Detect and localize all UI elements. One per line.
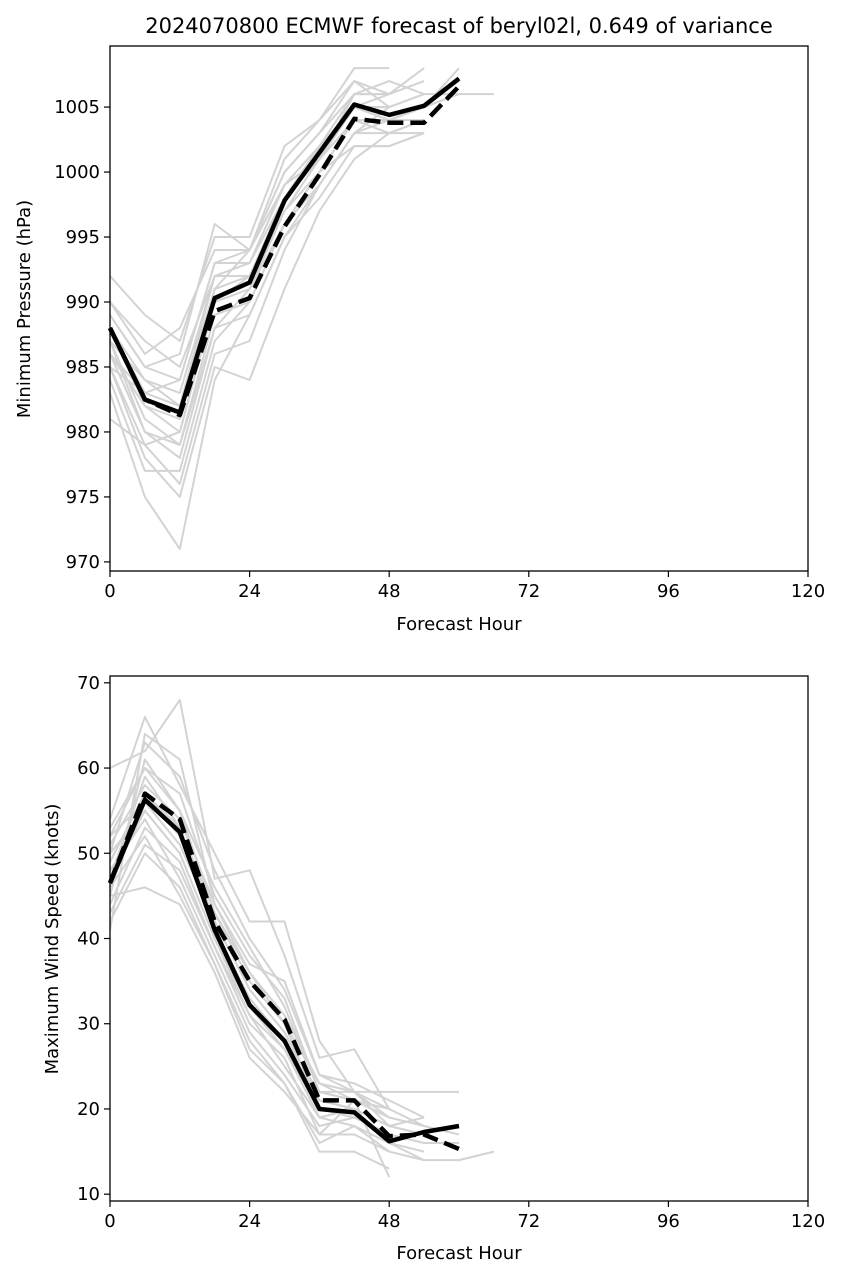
wind-dashed-mean-line	[107, 791, 460, 1152]
wind-solid-mean-line	[107, 797, 460, 1144]
wind-x-tick-label: 120	[791, 1211, 825, 1232]
wind-y-ticks: 10 20 30 40 50 60 70	[77, 673, 110, 1205]
wind-panel: 0 24 48 72 96 120 10 20 30 40 50 60 70 Forecast Hou…	[42, 673, 825, 1264]
pressure-x-tick-label: 96	[657, 581, 680, 602]
pressure-dashed-mean-line	[107, 84, 461, 418]
wind-x-tick-label: 96	[657, 1211, 680, 1232]
wind-x-tick-label: 48	[378, 1211, 401, 1232]
pressure-y-tick-label: 1000	[54, 162, 100, 183]
pressure-x-tick-label: 120	[791, 581, 825, 602]
wind-member-line-13	[109, 767, 390, 1110]
wind-y-tick-label: 70	[77, 673, 100, 694]
wind-mean-lines	[107, 791, 460, 1152]
pressure-x-ticks: 0 24 48 72 96 120	[104, 571, 825, 602]
pressure-y-ticks: 970 975 980 985 990 995 1000 1005	[54, 97, 110, 573]
pressure-y-tick-label: 985	[66, 357, 100, 378]
pressure-y-tick-label: 975	[66, 487, 100, 508]
pressure-member-line-20	[109, 93, 390, 407]
wind-y-tick-label: 30	[77, 1014, 100, 1035]
wind-x-tick-label: 0	[104, 1211, 115, 1232]
pressure-panel: 0 24 48 72 96 120 97097598098599099510001005 …	[14, 45, 825, 635]
pressure-y-tick-label: 1005	[54, 97, 100, 118]
pressure-member-line-16	[109, 67, 425, 368]
wind-y-tick-label: 40	[77, 929, 100, 950]
pressure-y-tick-label: 995	[66, 227, 100, 248]
pressure-y-axis-label: Minimum Pressure (hPa)	[14, 200, 35, 418]
pressure-y-tick-label: 990	[66, 292, 100, 313]
wind-y-tick-label: 60	[77, 758, 100, 779]
wind-y-tick-label: 50	[77, 843, 100, 864]
wind-member-line-3	[109, 733, 460, 1136]
pressure-member-line-1	[109, 67, 390, 342]
pressure-axes-frame	[109, 45, 809, 572]
pressure-x-tick-label: 72	[517, 581, 540, 602]
pressure-member-line-17	[109, 80, 425, 394]
wind-member-line-11	[109, 784, 425, 1127]
wind-member-line-17	[109, 852, 390, 1170]
wind-y-tick-label: 20	[77, 1099, 100, 1120]
wind-x-ticks: 0 24 48 72 96 120	[104, 1201, 825, 1232]
pressure-x-tick-label: 24	[238, 581, 261, 602]
pressure-y-tick-label: 980	[66, 422, 100, 443]
figure-title: 2024070800 ECMWF forecast of beryl02l, 0…	[145, 14, 773, 38]
pressure-member-line-18	[109, 93, 460, 407]
pressure-mean-lines	[107, 76, 461, 418]
pressure-x-tick-label: 48	[378, 581, 401, 602]
wind-y-axis-label: Maximum Wind Speed (knots)	[42, 804, 63, 1075]
wind-x-tick-label: 24	[238, 1211, 261, 1232]
wind-y-tick-label: 10	[77, 1184, 100, 1205]
wind-member-line-10	[109, 818, 390, 1136]
wind-x-tick-label: 72	[517, 1211, 540, 1232]
wind-member-line-12	[109, 835, 390, 1153]
wind-member-line-20	[109, 767, 390, 1119]
wind-member-line-15	[109, 741, 425, 1119]
pressure-y-tick-label: 970	[66, 552, 100, 573]
pressure-member-line-14	[109, 93, 390, 446]
wind-member-line-8	[109, 826, 495, 1162]
pressure-x-tick-label: 0	[104, 581, 115, 602]
pressure-x-axis-label: Forecast Hour	[396, 614, 522, 635]
pressure-member-line-15	[109, 119, 425, 550]
wind-member-line-1	[109, 698, 391, 1110]
pressure-member-line-19	[109, 132, 425, 446]
wind-x-axis-label: Forecast Hour	[396, 1243, 522, 1264]
